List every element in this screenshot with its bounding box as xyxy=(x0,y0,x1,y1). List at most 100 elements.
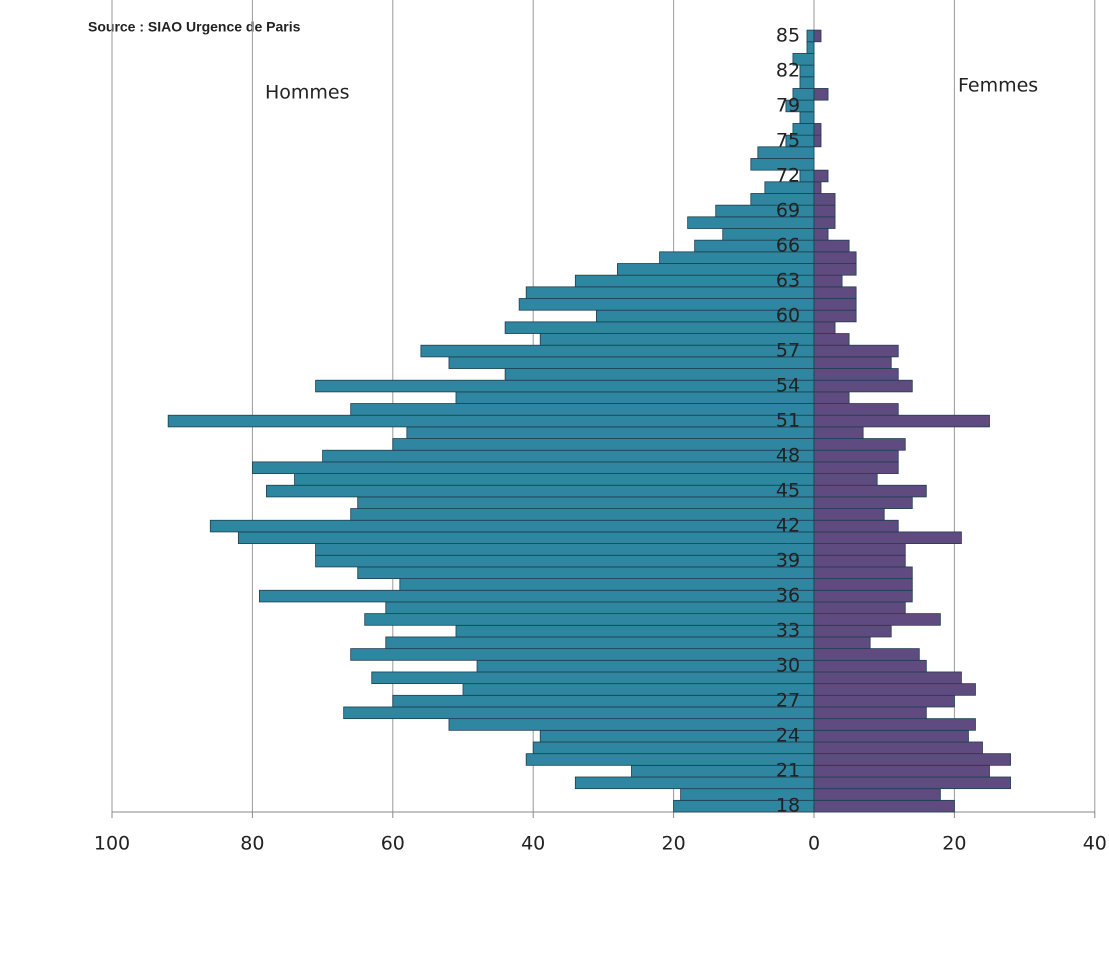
bar xyxy=(525,753,815,766)
bar xyxy=(455,624,815,638)
bar xyxy=(813,368,899,381)
series-label: Hommes xyxy=(265,82,350,104)
bar xyxy=(813,438,906,451)
bar xyxy=(813,379,913,393)
bar xyxy=(259,589,815,603)
bar xyxy=(813,239,850,253)
bar xyxy=(813,683,976,696)
y-tick-label: 48 xyxy=(776,445,800,467)
x-tick-label: 20 xyxy=(662,833,686,855)
y-tick-label: 36 xyxy=(776,585,800,607)
bar xyxy=(813,519,899,533)
bar xyxy=(813,624,892,638)
bar xyxy=(350,403,815,416)
y-tick-label: 57 xyxy=(776,340,800,362)
bar xyxy=(813,741,983,755)
x-tick-label: 20 xyxy=(942,833,966,855)
source-note: Source : SIAO Urgence de Paris xyxy=(88,19,301,35)
x-tick-label: 40 xyxy=(1083,833,1107,855)
bar xyxy=(266,484,815,498)
bar xyxy=(813,123,822,136)
bar xyxy=(813,659,927,673)
y-tick-label: 42 xyxy=(776,515,800,537)
bar xyxy=(813,543,906,556)
y-tick-label: 24 xyxy=(776,725,800,747)
bar xyxy=(371,671,815,685)
y-tick-label: 51 xyxy=(776,410,800,432)
bar xyxy=(315,379,815,393)
bar xyxy=(799,169,815,183)
bar xyxy=(813,694,955,708)
y-tick-label: 66 xyxy=(776,235,800,257)
y-tick-label: 54 xyxy=(776,375,800,397)
bar xyxy=(813,508,885,521)
bar xyxy=(504,321,815,334)
x-tick-label: 40 xyxy=(521,833,545,855)
y-tick-label: 33 xyxy=(776,620,800,642)
bar xyxy=(813,764,990,778)
bar xyxy=(799,64,815,78)
bar xyxy=(813,648,920,661)
y-tick-label: 82 xyxy=(776,59,800,81)
bar xyxy=(504,368,815,381)
x-tick-label: 100 xyxy=(94,833,130,855)
bar xyxy=(813,403,899,416)
bar xyxy=(813,169,829,183)
bar xyxy=(315,543,815,556)
bar xyxy=(813,578,913,591)
bar xyxy=(813,181,822,194)
bar xyxy=(813,193,836,206)
bar xyxy=(813,391,850,404)
y-tick-label: 75 xyxy=(776,129,800,151)
x-tick-label: 0 xyxy=(808,833,820,855)
bar xyxy=(448,718,815,731)
bar xyxy=(813,473,878,486)
bar xyxy=(813,309,857,323)
bar xyxy=(813,298,857,311)
bar xyxy=(813,356,892,369)
bar xyxy=(799,111,815,124)
bar xyxy=(813,426,864,439)
x-tick-label: 60 xyxy=(381,833,405,855)
bar xyxy=(392,694,815,708)
bar xyxy=(476,659,815,673)
bar xyxy=(455,391,815,404)
bar xyxy=(350,508,815,521)
bar xyxy=(813,286,857,299)
series-label: Femmes xyxy=(958,75,1038,97)
y-tick-label: 30 xyxy=(776,655,800,677)
bar xyxy=(813,228,829,241)
bar xyxy=(813,753,1011,766)
bar xyxy=(813,333,850,346)
bar xyxy=(420,344,815,358)
bar xyxy=(525,286,815,299)
bar xyxy=(357,496,815,509)
bar xyxy=(813,216,836,229)
bar xyxy=(813,566,913,579)
bar xyxy=(813,344,899,358)
y-tick-label: 18 xyxy=(776,795,800,817)
bar xyxy=(813,706,927,720)
bar xyxy=(357,566,815,579)
y-tick-label: 63 xyxy=(776,270,800,292)
bar xyxy=(385,601,815,615)
bar xyxy=(813,788,941,801)
bar xyxy=(799,76,815,89)
bar xyxy=(322,449,815,463)
bar xyxy=(813,601,906,615)
bar xyxy=(813,636,871,650)
y-tick-label: 69 xyxy=(776,199,800,221)
bar xyxy=(813,274,843,288)
y-tick-label: 72 xyxy=(776,164,800,186)
bar xyxy=(813,776,1011,790)
bar xyxy=(813,613,941,626)
bar xyxy=(813,414,990,428)
bar xyxy=(813,671,962,685)
bar xyxy=(237,531,815,544)
y-tick-label: 39 xyxy=(776,550,800,572)
bar xyxy=(315,554,815,568)
y-tick-label: 79 xyxy=(776,94,800,116)
bar xyxy=(813,29,822,43)
bar xyxy=(462,683,815,696)
